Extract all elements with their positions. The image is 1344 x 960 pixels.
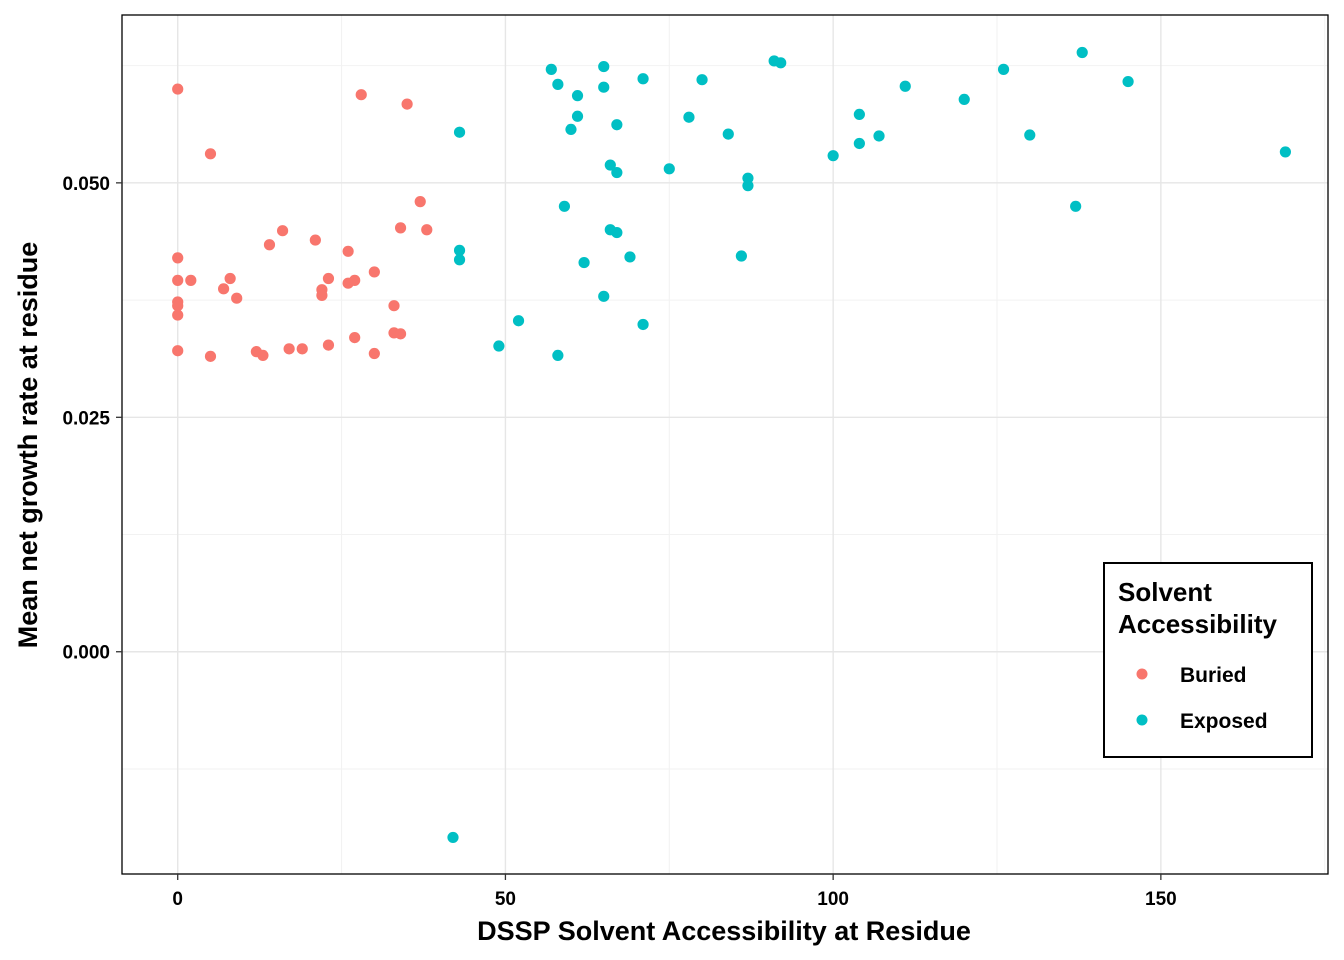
data-point-buried [316, 289, 328, 301]
legend: Solvent Accessibility Buried Exposed [1103, 562, 1313, 758]
legend-key-exposed [1136, 714, 1148, 726]
data-point-exposed [571, 90, 584, 102]
y-axis-title: Mean net growth rate at residue [13, 242, 43, 649]
data-point-buried [394, 222, 407, 234]
data-point-exposed [571, 110, 584, 122]
data-point-buried [257, 349, 269, 362]
data-point-buried [394, 328, 407, 340]
data-point-exposed [742, 180, 754, 192]
data-point-buried [283, 343, 295, 355]
data-point-buried [204, 350, 217, 362]
data-point-buried [401, 98, 413, 110]
data-point-buried [388, 300, 400, 312]
x-axis-title: DSSP Solvent Accessibility at Residue [477, 916, 971, 946]
data-point-exposed [997, 63, 1010, 75]
data-point-exposed [512, 315, 525, 327]
data-point-exposed [735, 250, 747, 262]
x-tick-label: 100 [817, 889, 849, 910]
data-point-exposed [453, 244, 466, 256]
data-point-buried [224, 272, 236, 285]
data-point-exposed [899, 80, 911, 92]
data-point-exposed [611, 166, 623, 179]
data-point-exposed [604, 159, 616, 171]
legend-label-buried: Buried [1180, 664, 1247, 687]
data-point-exposed [683, 111, 695, 123]
data-point-exposed [1076, 46, 1088, 59]
data-point-exposed [493, 340, 505, 352]
data-point-exposed [722, 128, 734, 140]
data-point-buried [322, 272, 335, 285]
data-point-buried [414, 196, 426, 208]
data-points [172, 46, 1291, 844]
data-point-exposed [611, 226, 623, 239]
legend-title-line-1: Solvent [1118, 577, 1212, 607]
data-point-exposed [598, 290, 610, 302]
data-point-buried [296, 343, 308, 355]
x-axis-ticks: 0 50 100 150 [172, 874, 1177, 910]
y-tick-label: 0.025 [62, 408, 110, 429]
data-point-buried [355, 89, 367, 101]
data-point-buried [172, 252, 184, 264]
data-point-buried [342, 245, 354, 257]
data-point-buried [172, 274, 184, 286]
data-point-buried [263, 239, 276, 251]
data-point-buried [368, 347, 380, 360]
data-point-exposed [598, 60, 610, 73]
y-tick-label: 0.000 [62, 643, 110, 664]
legend-key-buried [1136, 668, 1148, 680]
data-point-buried [231, 292, 243, 304]
data-point-exposed [958, 93, 970, 105]
data-point-buried [309, 234, 321, 246]
data-point-exposed [453, 126, 466, 138]
data-point-exposed [696, 74, 708, 86]
data-point-buried [172, 300, 184, 312]
data-point-exposed [637, 73, 649, 85]
data-point-buried [217, 283, 230, 295]
data-point-exposed [624, 251, 636, 263]
legend-title-line-2: Accessibility [1118, 609, 1278, 639]
data-point-exposed [1279, 146, 1291, 158]
data-point-exposed [565, 123, 577, 136]
data-point-exposed [1024, 129, 1036, 141]
data-point-buried [185, 274, 197, 286]
data-point-buried [368, 266, 380, 278]
data-point-exposed [552, 78, 564, 90]
data-point-exposed [598, 81, 610, 93]
y-tick-label: 0.050 [62, 174, 110, 195]
data-point-buried [172, 345, 184, 357]
data-point-buried [172, 309, 184, 321]
data-point-exposed [873, 130, 885, 142]
data-point-buried [421, 224, 433, 236]
data-point-buried [322, 339, 335, 351]
x-tick-label: 150 [1145, 889, 1177, 910]
x-tick-label: 50 [495, 889, 516, 910]
data-point-exposed [1070, 200, 1082, 212]
data-point-buried [349, 274, 361, 286]
data-point-exposed [545, 63, 557, 75]
data-point-exposed [663, 163, 675, 175]
legend-label-exposed: Exposed [1180, 710, 1268, 733]
data-point-exposed [637, 318, 649, 331]
data-point-buried [349, 331, 361, 344]
plot-panel-border [121, 14, 1329, 875]
data-point-exposed [453, 254, 466, 266]
legend-box [1103, 562, 1313, 758]
data-point-buried [276, 225, 289, 237]
data-point-exposed [552, 349, 564, 362]
y-axis-ticks: 0.000 0.025 0.050 [62, 174, 122, 664]
data-point-exposed [775, 57, 787, 69]
data-point-exposed [558, 200, 571, 212]
data-point-exposed [1122, 75, 1134, 88]
data-point-exposed [578, 256, 590, 269]
data-point-exposed [853, 137, 865, 150]
data-point-exposed [611, 119, 623, 131]
data-point-exposed [827, 150, 839, 162]
data-point-buried [204, 148, 217, 160]
x-tick-label: 0 [172, 889, 183, 910]
data-point-exposed [447, 831, 459, 844]
data-point-exposed [853, 108, 865, 121]
data-point-buried [172, 83, 184, 95]
